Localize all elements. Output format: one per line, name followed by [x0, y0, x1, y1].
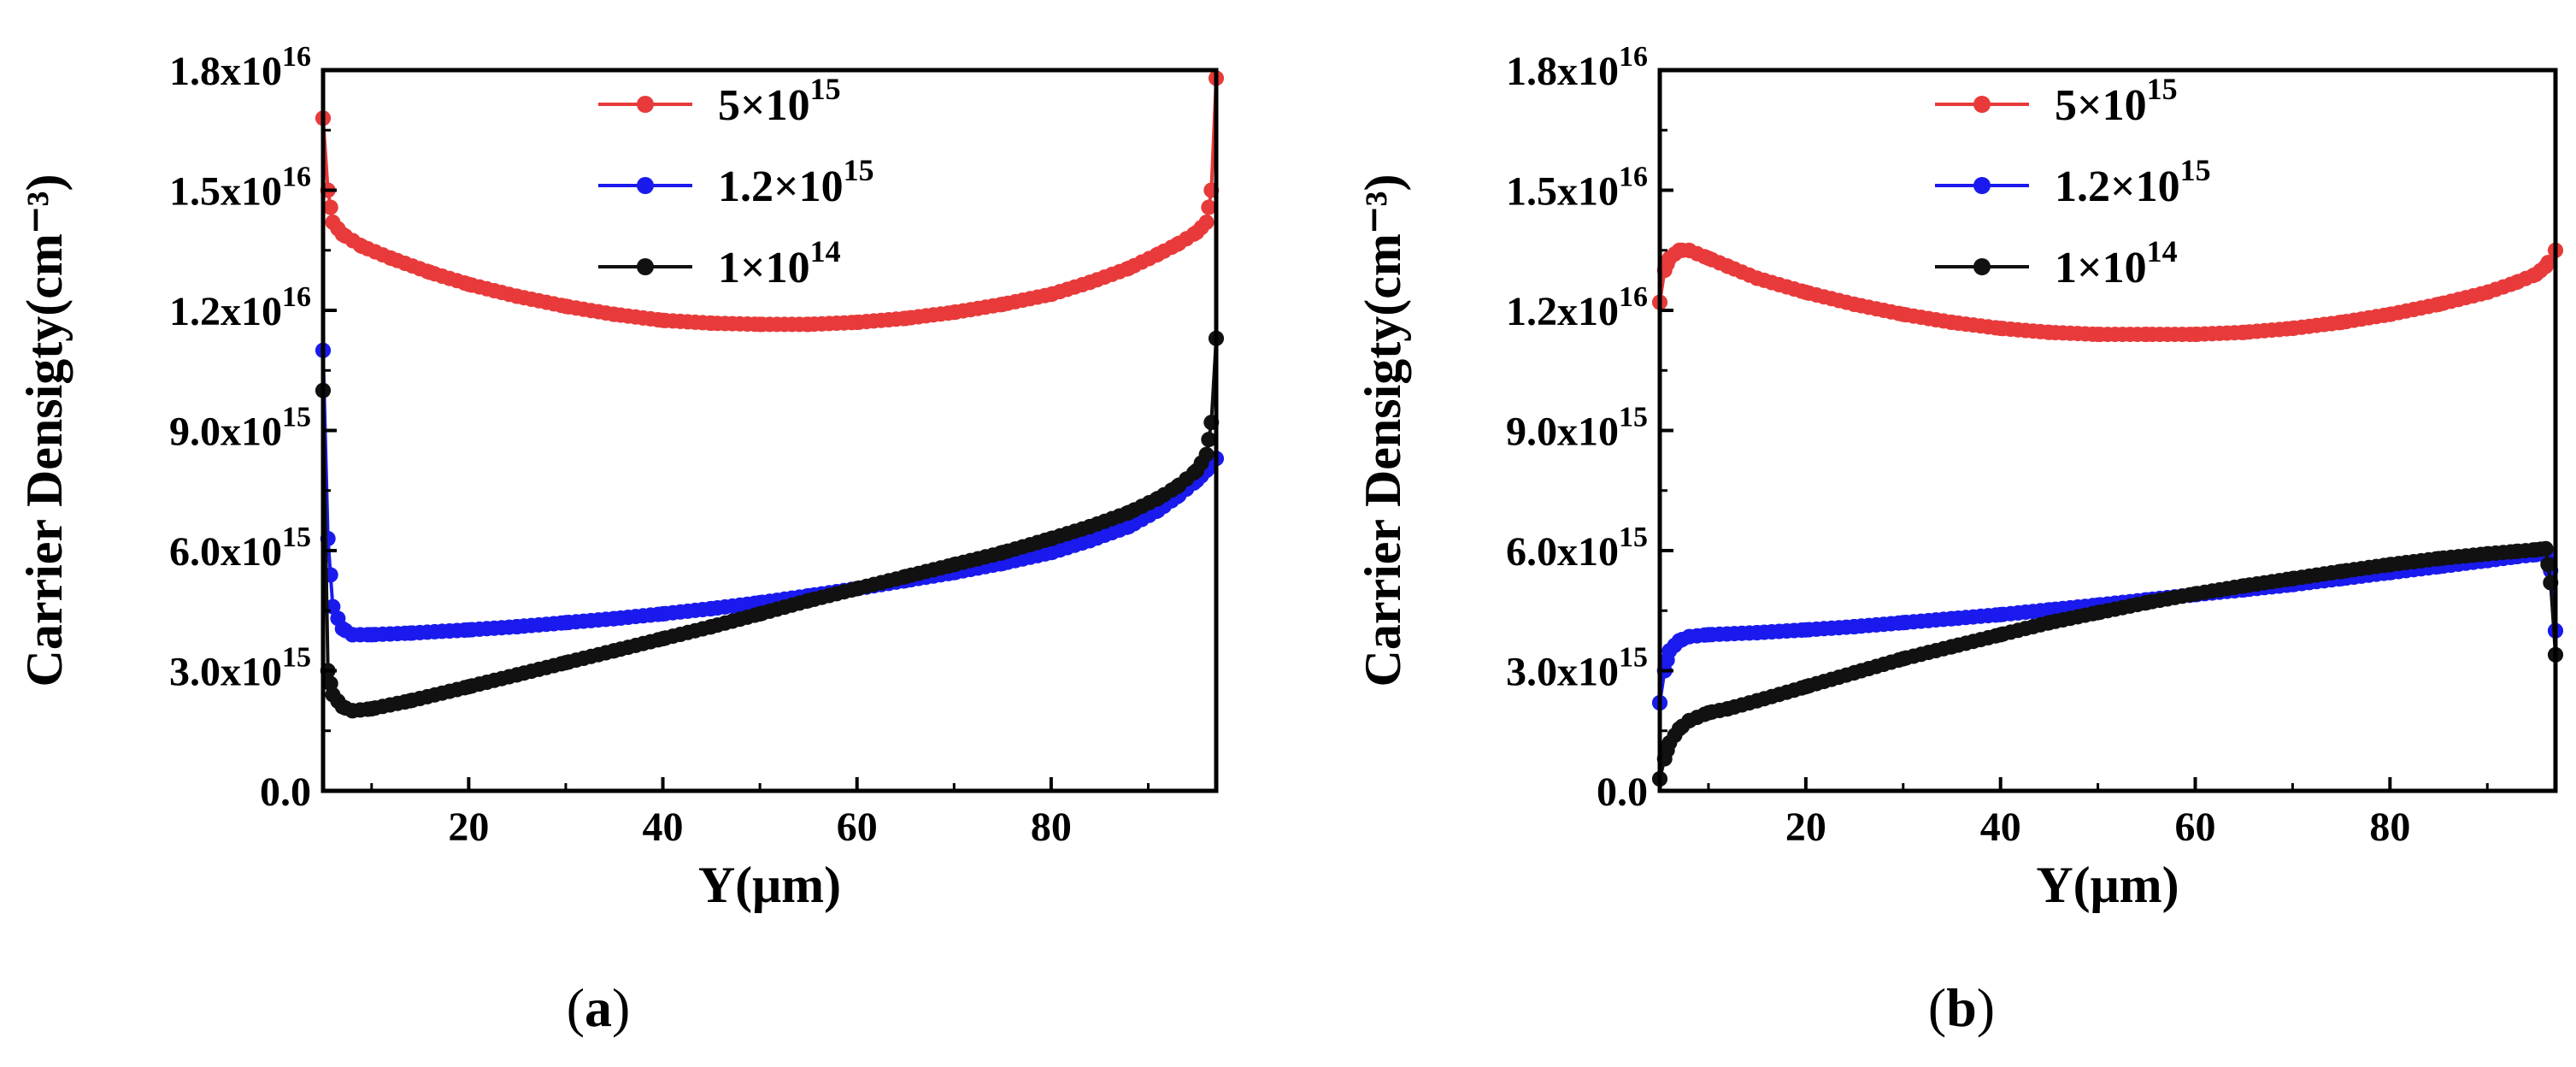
data-point	[1201, 432, 1217, 448]
legend-marker	[1973, 96, 1991, 113]
series-0	[315, 70, 1224, 333]
x-tick-label: 80	[2369, 805, 2410, 850]
y-tick-label: 1.2x1016	[1506, 281, 1648, 334]
series-2	[1652, 540, 2563, 787]
x-tick-label: 80	[1031, 805, 1072, 850]
x-axis-label: Y(μm)	[698, 857, 841, 913]
y-tick-label: 6.0x1015	[1506, 522, 1648, 575]
legend-marker	[637, 96, 654, 113]
x-tick-label: 20	[448, 805, 489, 850]
series-0	[1652, 242, 2563, 343]
y-tick-label: 0.0	[260, 769, 311, 815]
data-point	[1198, 215, 1214, 230]
y-tick-label: 1.5x1016	[1506, 162, 1648, 215]
series-2	[315, 330, 1224, 719]
y-tick-label: 1.8x1016	[169, 41, 311, 94]
series-line	[321, 350, 1218, 637]
legend-label: 1×1014	[718, 234, 841, 292]
chart-panel-a: 20 40 60 80 0.0 3.0x1015 6.0x1015 9.0x1015 1.2x1…	[16, 41, 1224, 1038]
panel-label: (a)	[567, 977, 631, 1038]
x-tick-label: 60	[2175, 805, 2216, 850]
chart-panel-b: 20 40 60 80 0.0 3.0x1015 6.0x1015 9.0x1015 1.2x1…	[1355, 41, 2563, 1038]
data-point	[2540, 557, 2556, 573]
panel-label: (b)	[1928, 977, 1995, 1038]
series-1	[315, 342, 1224, 643]
data-point	[1198, 446, 1214, 463]
data-point	[322, 199, 338, 215]
x-tick-label: 60	[837, 805, 878, 850]
y-tick-label: 1.5x1016	[169, 162, 311, 215]
y-tick-label: 3.0x1015	[169, 642, 311, 695]
y-axis-label: Carrier Densigty(cm⁻³)	[16, 174, 73, 687]
series-line	[1658, 546, 2557, 780]
y-axis-label: Carrier Densigty(cm⁻³)	[1355, 174, 1411, 687]
data-point	[2540, 255, 2556, 271]
legend: 5×1015 1.2×1015 1×1014	[598, 72, 874, 292]
y-tick-label: 6.0x1015	[169, 522, 311, 575]
legend-label: 1.2×1015	[2055, 153, 2211, 211]
legend-label: 1.2×1015	[718, 153, 874, 211]
legend-label: 5×1015	[2055, 72, 2178, 130]
legend-marker	[1973, 177, 1991, 194]
data-point	[2538, 540, 2554, 557]
legend-marker	[637, 177, 654, 194]
y-tick-label: 0.0	[1597, 769, 1648, 815]
y-tick-label: 3.0x1015	[1506, 642, 1648, 695]
x-axis-label: Y(μm)	[2036, 857, 2179, 913]
data-point	[1201, 199, 1217, 215]
x-tick-label: 20	[1785, 805, 1826, 850]
y-tick-label: 9.0x1015	[1506, 402, 1648, 455]
x-tick-label: 40	[643, 805, 684, 850]
y-tick-label: 9.0x1015	[169, 402, 311, 455]
legend-marker	[1973, 258, 1991, 275]
y-tick-label: 1.8x1016	[1506, 41, 1648, 94]
legend-marker	[637, 258, 654, 275]
x-tick-label: 40	[1980, 805, 2021, 850]
legend-label: 5×1015	[718, 72, 841, 130]
legend-label: 1×1014	[2055, 234, 2178, 292]
legend: 5×1015 1.2×1015 1×1014	[1935, 72, 2211, 292]
y-tick-label: 1.2x1016	[169, 281, 311, 334]
